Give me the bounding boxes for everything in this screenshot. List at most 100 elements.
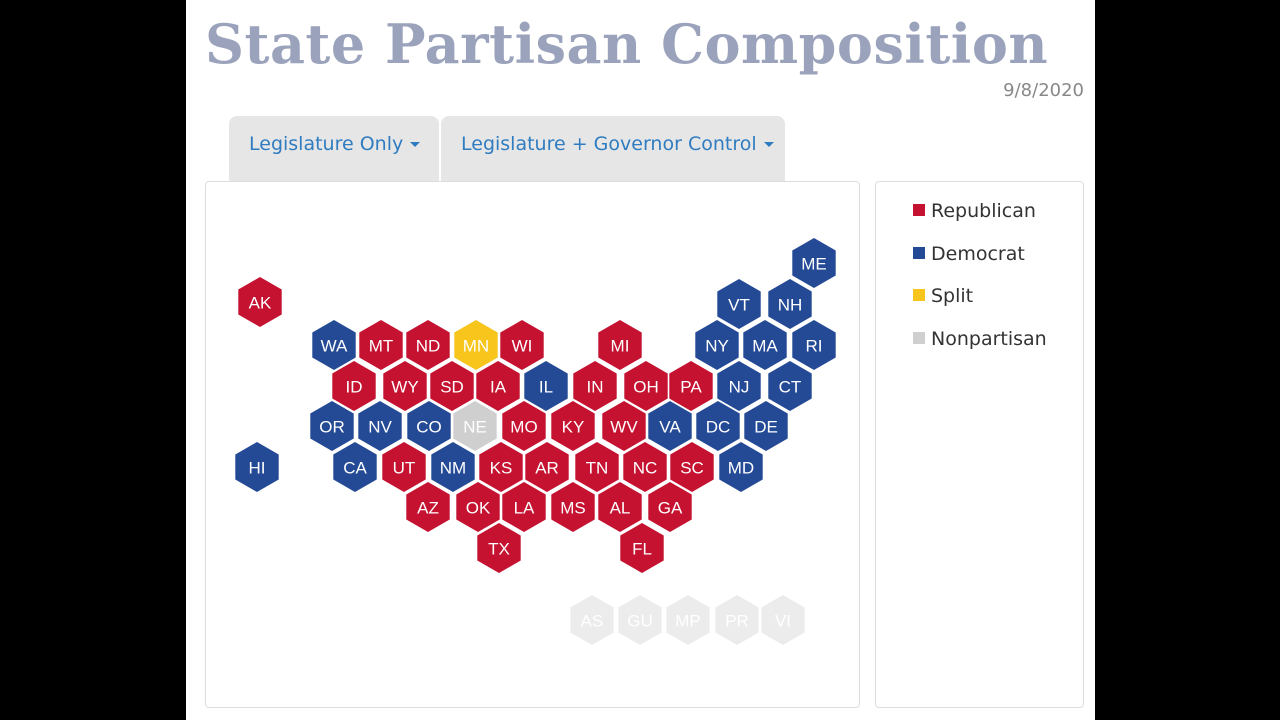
state-hex-ma[interactable]: MA <box>743 320 787 370</box>
date-label: 9/8/2020 <box>1003 80 1084 101</box>
hex-shape <box>768 361 812 411</box>
state-hex-ms[interactable]: MS <box>551 482 595 532</box>
state-hex-mi[interactable]: MI <box>598 320 642 370</box>
state-hex-ri[interactable]: RI <box>792 320 836 370</box>
hex-shape <box>715 595 759 645</box>
legend-panel: Republican Democrat Split Nonpartisan <box>875 181 1084 708</box>
state-hex-nh[interactable]: NH <box>768 279 812 329</box>
state-hex-al[interactable]: AL <box>598 482 642 532</box>
state-hex-va[interactable]: VA <box>648 401 692 451</box>
state-hex-ga[interactable]: GA <box>648 482 692 532</box>
page: State Partisan Composition 9/8/2020 Legi… <box>186 0 1095 720</box>
state-hex-il[interactable]: IL <box>524 361 568 411</box>
state-hex-tn[interactable]: TN <box>575 442 619 492</box>
state-hex-ok[interactable]: OK <box>456 482 500 532</box>
hex-shape <box>476 361 520 411</box>
hex-shape <box>620 523 664 573</box>
state-hex-dc[interactable]: DC <box>696 401 740 451</box>
state-hex-sd[interactable]: SD <box>430 361 474 411</box>
state-hex-ca[interactable]: CA <box>333 442 377 492</box>
hex-shape <box>333 442 377 492</box>
state-hex-la[interactable]: LA <box>502 482 546 532</box>
state-hex-az[interactable]: AZ <box>406 482 450 532</box>
state-hex-hi[interactable]: HI <box>235 442 279 492</box>
hex-shape <box>575 442 619 492</box>
state-hex-vt[interactable]: VT <box>717 279 761 329</box>
caret-down-icon <box>410 142 421 147</box>
hex-shape <box>717 279 761 329</box>
hex-shape <box>761 595 805 645</box>
state-hex-mn[interactable]: MN <box>454 320 498 370</box>
hex-shape <box>431 442 475 492</box>
hex-shape <box>666 595 710 645</box>
hex-shape <box>696 401 740 451</box>
state-hex-nd[interactable]: ND <box>406 320 450 370</box>
hex-shape <box>479 442 523 492</box>
state-hex-vi: VI <box>761 595 805 645</box>
state-hex-wa[interactable]: WA <box>312 320 356 370</box>
state-hex-id[interactable]: ID <box>332 361 376 411</box>
state-hex-wy[interactable]: WY <box>383 361 427 411</box>
state-hex-mo[interactable]: MO <box>502 401 546 451</box>
state-hex-or[interactable]: OR <box>310 401 354 451</box>
legend-label: Republican <box>931 200 1036 222</box>
tab-legislature-only[interactable]: Legislature Only <box>229 116 439 182</box>
state-hex-wi[interactable]: WI <box>500 320 544 370</box>
state-hex-ne[interactable]: NE <box>453 401 497 451</box>
state-hex-co[interactable]: CO <box>407 401 451 451</box>
hex-shape <box>648 401 692 451</box>
state-hex-in[interactable]: IN <box>573 361 617 411</box>
tab-label: Legislature + Governor Control <box>461 133 757 155</box>
hex-map: ME AK VT NH WA MT ND MN WI MI NY MA RI ID WY SD IA IL IN OH… <box>235 238 836 645</box>
hex-shape <box>792 238 836 288</box>
state-hex-me[interactable]: ME <box>792 238 836 288</box>
state-hex-sc[interactable]: SC <box>670 442 714 492</box>
legend-item-republican: Republican <box>913 200 1036 222</box>
hex-shape <box>670 442 714 492</box>
tab-label: Legislature Only <box>249 133 404 155</box>
hex-shape <box>500 320 544 370</box>
legend-swatch <box>913 204 925 216</box>
state-hex-ut[interactable]: UT <box>382 442 426 492</box>
state-hex-wv[interactable]: WV <box>602 401 646 451</box>
state-hex-ky[interactable]: KY <box>551 401 595 451</box>
state-hex-md[interactable]: MD <box>719 442 763 492</box>
hex-shape <box>502 482 546 532</box>
hex-shape <box>648 482 692 532</box>
hex-shape <box>456 482 500 532</box>
state-hex-fl[interactable]: FL <box>620 523 664 573</box>
hex-shape <box>310 401 354 451</box>
hex-shape <box>430 361 474 411</box>
state-hex-ak[interactable]: AK <box>238 277 282 327</box>
hex-shape <box>695 320 739 370</box>
state-hex-oh[interactable]: OH <box>624 361 668 411</box>
legend-label: Democrat <box>931 243 1025 265</box>
state-hex-nc[interactable]: NC <box>623 442 667 492</box>
state-hex-ny[interactable]: NY <box>695 320 739 370</box>
hex-shape <box>525 442 569 492</box>
state-hex-ct[interactable]: CT <box>768 361 812 411</box>
tab-legislature-governor-control[interactable]: Legislature + Governor Control <box>441 116 785 182</box>
state-hex-ia[interactable]: IA <box>476 361 520 411</box>
state-hex-de[interactable]: DE <box>744 401 788 451</box>
hex-shape <box>235 442 279 492</box>
legend-swatch <box>913 332 925 344</box>
state-hex-mt[interactable]: MT <box>359 320 403 370</box>
legend-item-split: Split <box>913 285 973 307</box>
hex-shape <box>618 595 662 645</box>
state-hex-pa[interactable]: PA <box>669 361 713 411</box>
state-hex-nv[interactable]: NV <box>358 401 402 451</box>
hex-shape <box>524 361 568 411</box>
state-hex-ks[interactable]: KS <box>479 442 523 492</box>
state-hex-tx[interactable]: TX <box>477 523 521 573</box>
hex-shape <box>598 482 642 532</box>
hex-shape <box>454 320 498 370</box>
hex-shape <box>717 361 761 411</box>
state-hex-ar[interactable]: AR <box>525 442 569 492</box>
hex-shape <box>358 401 402 451</box>
state-hex-as: AS <box>570 595 614 645</box>
state-hex-nm[interactable]: NM <box>431 442 475 492</box>
state-hex-nj[interactable]: NJ <box>717 361 761 411</box>
hex-shape <box>768 279 812 329</box>
legend-item-nonpartisan: Nonpartisan <box>913 328 1047 350</box>
